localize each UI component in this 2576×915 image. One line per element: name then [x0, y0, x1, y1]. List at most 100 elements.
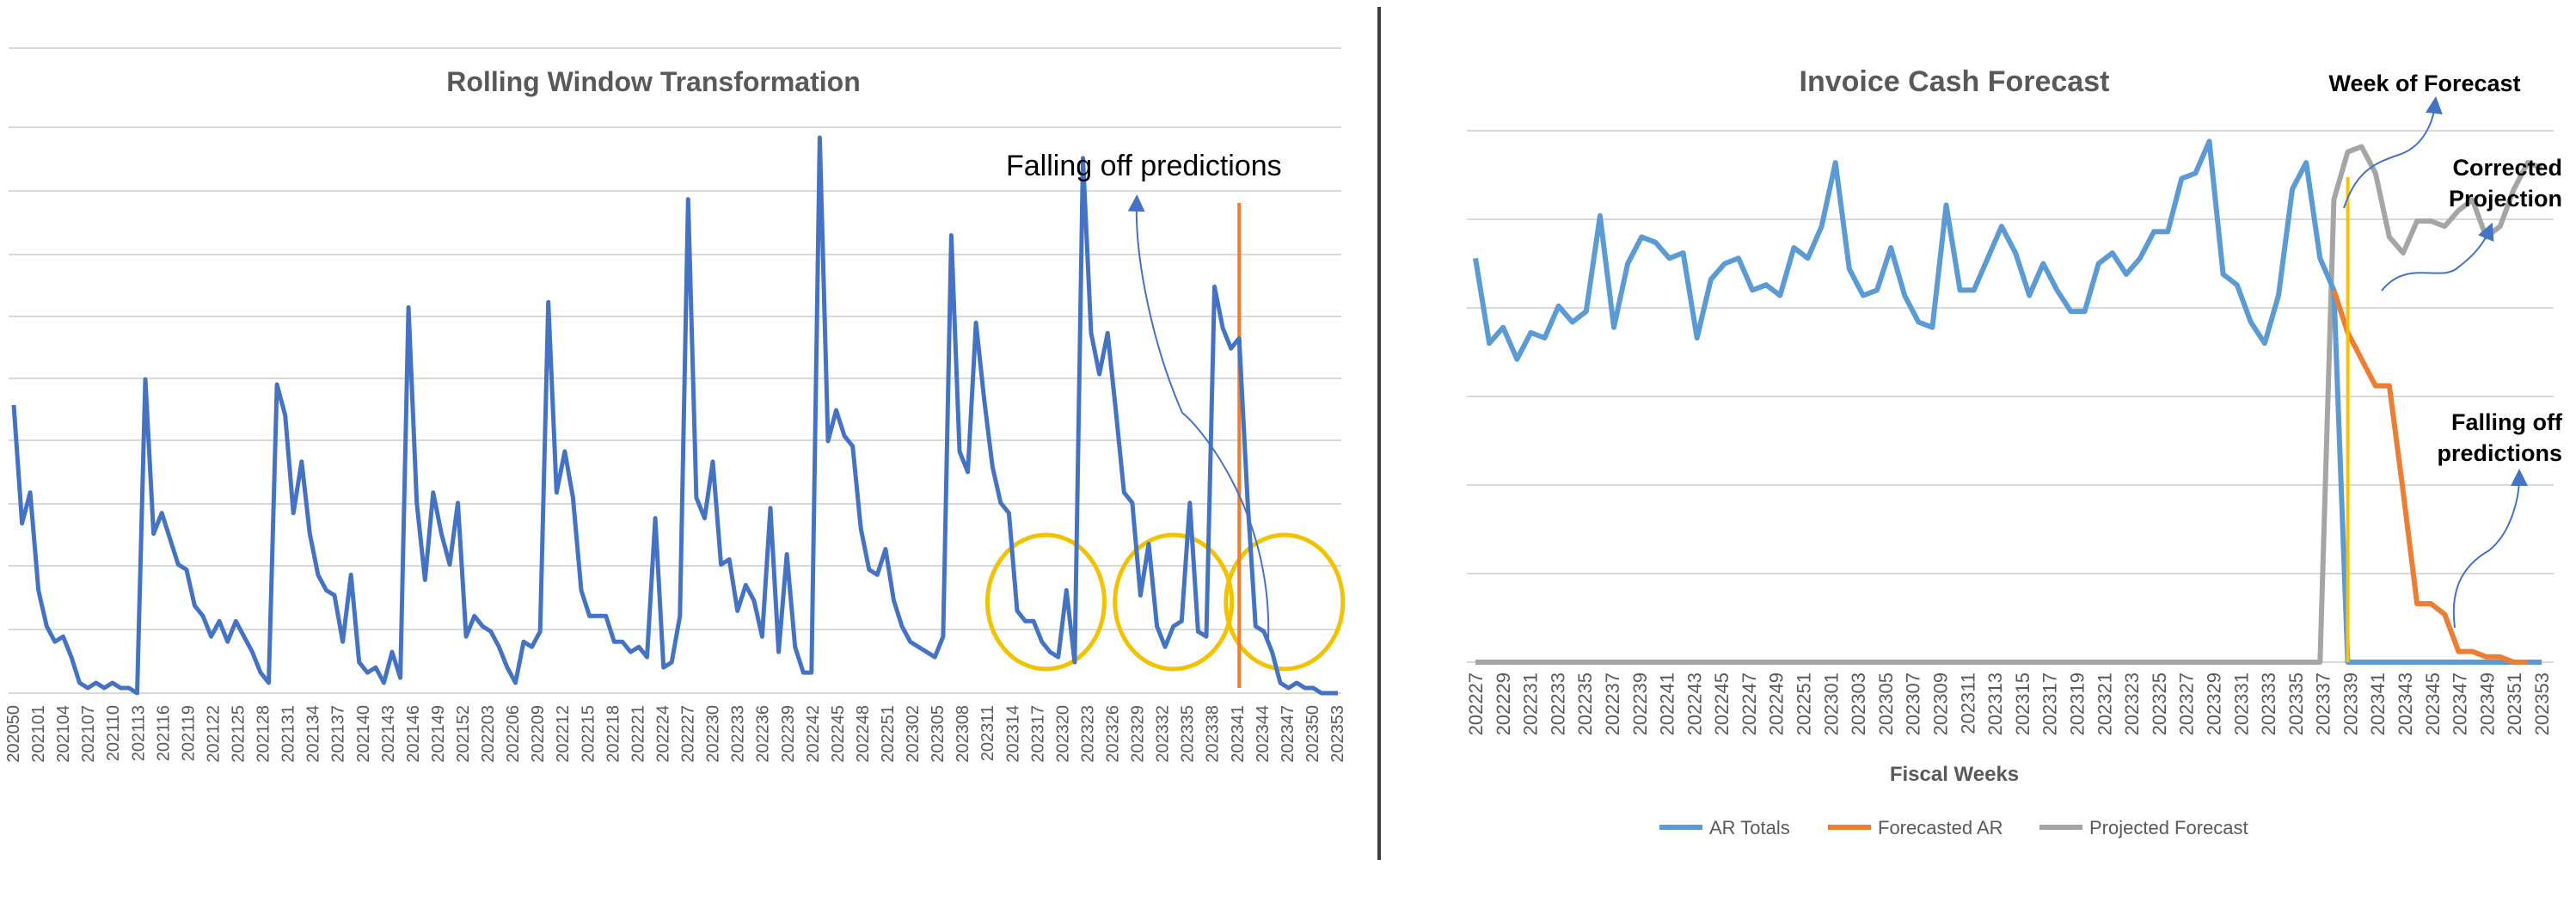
- x-tick-label: 202353: [1328, 705, 1347, 763]
- legend-label: Forecasted AR: [1878, 817, 2003, 838]
- x-tick-label: 202212: [554, 705, 573, 763]
- x-tick-label: 202329: [2204, 672, 2225, 735]
- x-tick-label: 202242: [804, 705, 823, 763]
- x-tick-label: 202152: [454, 705, 473, 763]
- annotation-falling-off-right: Falling off predictions: [2437, 409, 2563, 466]
- x-tick-label: 202344: [1254, 705, 1273, 763]
- x-tick-label: 202314: [1003, 705, 1022, 763]
- x-tick-label: 202236: [754, 705, 773, 763]
- x-tick-label: 202327: [2176, 672, 2198, 735]
- x-tick-label: 202104: [54, 705, 73, 763]
- invoice-cash-forecast-chart: Invoice Cash Forecast 202227 202229 202231…: [1465, 65, 2563, 838]
- x-tick-label: 202303: [1848, 672, 1869, 735]
- x-axis-title: Fiscal Weeks: [1890, 763, 2019, 786]
- rolling-window-chart: Rolling Window Transformation 202050 2021…: [4, 47, 1347, 763]
- x-tick-label: 202323: [1078, 705, 1097, 763]
- x-tick-label: 202206: [504, 705, 523, 763]
- series-lines: [1473, 138, 2543, 665]
- x-tick-label: 202309: [1930, 672, 1952, 735]
- x-tick-label: 202110: [104, 705, 123, 761]
- x-tick-label: 202326: [1104, 705, 1123, 763]
- x-tick-label: 202335: [1179, 705, 1198, 763]
- x-tick-label: 202231: [1520, 672, 1542, 735]
- x-tick-label: 202320: [1053, 705, 1072, 763]
- x-tick-label: 202311: [978, 705, 997, 761]
- series-line-projected-forecast: [1475, 144, 2543, 665]
- annotation-week-of-forecast: Week of Forecast: [2328, 71, 2520, 96]
- x-tick-label: 202349: [2476, 672, 2498, 735]
- x-tick-label: 202113: [129, 705, 148, 761]
- x-tick-label: 202221: [629, 705, 647, 763]
- chart-title: Rolling Window Transformation: [446, 66, 860, 97]
- x-tick-label: 202313: [1984, 672, 2006, 735]
- x-tick-label: 202050: [4, 705, 23, 763]
- annotation-falling-off: Falling off predictions: [1006, 150, 1282, 182]
- x-tick-label: 202233: [729, 705, 748, 763]
- x-tick-label: 202302: [904, 705, 923, 763]
- x-tick-label: 202137: [329, 705, 348, 763]
- x-tick-label: 202339: [2340, 672, 2361, 735]
- x-tick-label: 202243: [1684, 672, 1705, 735]
- x-tick-label: 202143: [379, 705, 398, 763]
- x-tick-label: 202341: [1229, 705, 1248, 763]
- x-tick-label: 202224: [654, 705, 673, 763]
- legend-label: AR Totals: [1709, 817, 1790, 838]
- x-tick-label: 202315: [2012, 672, 2033, 735]
- series-line: [11, 135, 1338, 696]
- x-tick-label: 202229: [1493, 672, 1514, 735]
- x-tick-label: 202249: [1766, 672, 1788, 735]
- x-tick-label: 202245: [1711, 672, 1733, 735]
- x-tick-label: 202245: [829, 705, 848, 763]
- x-tick-label: 202119: [179, 705, 198, 761]
- x-tick-label: 202101: [29, 705, 48, 763]
- x-tick-label: 202241: [1657, 672, 1678, 735]
- x-tick-label: 202233: [1547, 672, 1568, 735]
- legend-label: Projected Forecast: [2089, 817, 2248, 838]
- x-tick-label: 202146: [404, 705, 423, 763]
- chart-title: Invoice Cash Forecast: [1800, 65, 2110, 98]
- x-tick-label: 202203: [479, 705, 498, 763]
- x-tick-label: 202215: [579, 705, 598, 763]
- x-tick-label: 202247: [1739, 672, 1760, 735]
- x-tick-label: 202347: [2450, 672, 2471, 735]
- x-tick-label: 202329: [1129, 705, 1148, 763]
- annotation-arrow-corrected: [2381, 222, 2494, 292]
- annotation-arrow-falling: [2452, 469, 2528, 629]
- x-tick-label: 202343: [2395, 672, 2416, 735]
- highlight-circle: [1113, 532, 1235, 672]
- x-tick-label: 202107: [79, 705, 98, 763]
- x-tick-label: 202331: [2230, 672, 2252, 735]
- highlight-circle: [1224, 532, 1346, 672]
- x-tick-label: 202209: [529, 705, 548, 763]
- x-tick-label: 202251: [1794, 672, 1815, 735]
- x-tick-labels: 202050 202101 202104 202107 202110 202113 2021…: [4, 705, 1347, 763]
- x-tick-label: 202350: [1303, 705, 1322, 763]
- x-tick-label: 202227: [1465, 672, 1487, 735]
- series-line-ar-totals: [1473, 138, 2542, 665]
- x-tick-label: 202347: [1279, 705, 1297, 763]
- highlight-circle: [984, 532, 1107, 672]
- x-tick-label: 202335: [2285, 672, 2307, 735]
- x-tick-label: 202125: [230, 705, 248, 763]
- x-tick-label: 202333: [2258, 672, 2279, 735]
- series-line-values: [11, 135, 1338, 696]
- x-tick-label: 202134: [304, 705, 323, 763]
- x-tick-label: 202227: [679, 705, 698, 763]
- x-tick-label: 202239: [779, 705, 798, 763]
- x-tick-label: 202321: [2094, 672, 2115, 735]
- highlight-circles: [984, 532, 1346, 672]
- x-tick-label: 202122: [205, 705, 224, 763]
- x-tick-label: 202301: [1820, 672, 1842, 735]
- legend: AR Totals Forecasted AR Projected Forecast: [1659, 817, 2248, 838]
- annotation-arrow: [1127, 194, 1270, 641]
- x-tick-label: 202317: [1028, 705, 1047, 763]
- x-tick-label: 202149: [429, 705, 448, 763]
- annotation-corrected-projection: Corrected Projection: [2449, 155, 2562, 212]
- x-tick-label: 202307: [1903, 672, 1924, 735]
- x-tick-label: 202325: [2149, 672, 2170, 735]
- x-tick-label: 202235: [1574, 672, 1596, 735]
- x-tick-label: 202338: [1204, 705, 1223, 763]
- x-tick-label: 202337: [2313, 672, 2334, 735]
- x-tick-label: 202305: [1875, 672, 1897, 735]
- x-tick-label: 202131: [279, 705, 298, 763]
